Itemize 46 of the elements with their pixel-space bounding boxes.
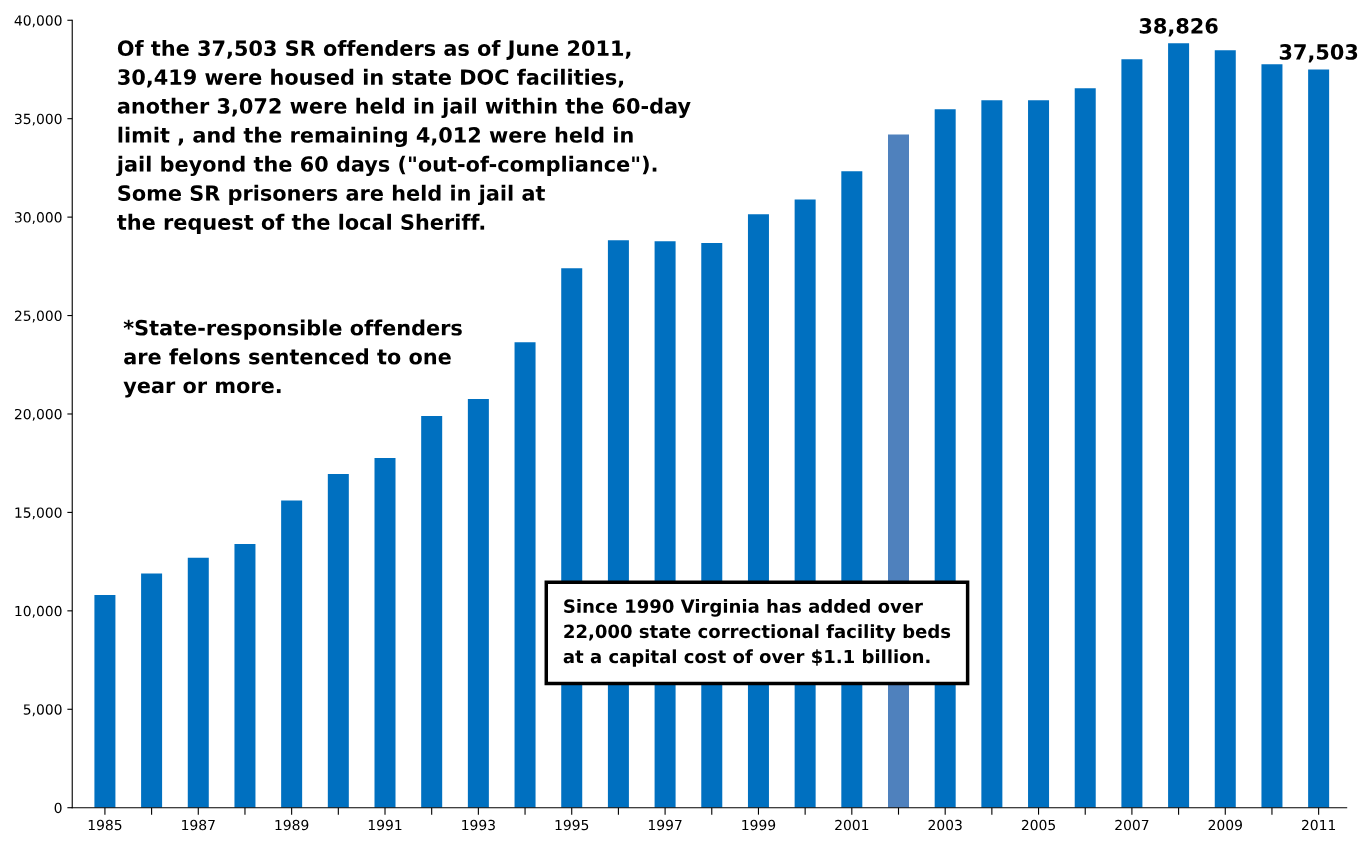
y-tick-label: 25,000 <box>14 310 62 323</box>
x-tick-label: 2005 <box>1021 819 1056 831</box>
annotation: *State-responsible offenders are felons sentenced to one year or more. <box>123 319 462 398</box>
bar <box>1028 100 1050 808</box>
bar <box>981 100 1003 808</box>
bar <box>1168 43 1190 808</box>
y-tick-label: 0 <box>54 802 62 814</box>
x-tick-label: 1987 <box>182 819 215 831</box>
bar <box>141 573 163 808</box>
x-tick-label: 1991 <box>368 819 402 831</box>
y-tick-label: 35,000 <box>14 113 62 126</box>
bar <box>187 557 209 808</box>
x-tick-label: 2009 <box>1208 819 1242 831</box>
bar <box>234 543 256 808</box>
x-tick-label: 1997 <box>648 819 682 831</box>
bar <box>374 457 396 808</box>
y-tick-label: 40,000 <box>14 15 62 28</box>
y-tick-label: 5,000 <box>23 704 62 717</box>
y-tick-label: 10,000 <box>15 605 62 618</box>
bar <box>94 595 116 808</box>
annotation: Of the 37,503 SR offenders as of June 2011, 30,419 were housed in state DOC facilities, another 3,072 were held in jail within the 60-day limit , and the remaining 4,012 were held in jail beyond the 60 days ("out-of-compliance"). Some SR prisoners are held in jail at the request of the local Sheriff. <box>116 39 691 234</box>
bar <box>421 415 443 808</box>
bar <box>1308 69 1330 808</box>
x-tick-label: 2001 <box>835 819 869 831</box>
y-tick-label: 15,000 <box>15 507 62 520</box>
annotation: Since 1990 Virginia has added over 22,000 state correctional facility beds at a capital cost of over $1.1 billion. <box>563 599 951 667</box>
x-tick-label: 1999 <box>742 819 776 831</box>
bar <box>514 342 536 808</box>
bar <box>467 399 489 808</box>
y-tick-label: 30,000 <box>14 212 62 225</box>
x-tick-label: 1985 <box>88 819 122 831</box>
x-tick-label: 2003 <box>928 819 962 831</box>
x-tick-label: 1993 <box>462 819 495 831</box>
x-tick-label: 1989 <box>275 819 309 831</box>
bar <box>1074 88 1096 808</box>
data-label: 37,503 <box>1279 44 1358 63</box>
x-tick-label: 2011 <box>1301 819 1336 831</box>
bar <box>327 474 349 808</box>
bar <box>1261 64 1283 808</box>
bar <box>1121 59 1143 808</box>
y-tick-label: 20,000 <box>14 408 62 421</box>
bar <box>281 500 303 808</box>
x-tick-label: 1995 <box>555 819 589 831</box>
data-label: 38,826 <box>1139 18 1218 37</box>
bar <box>1214 50 1236 808</box>
x-tick-label: 2007 <box>1115 819 1149 831</box>
